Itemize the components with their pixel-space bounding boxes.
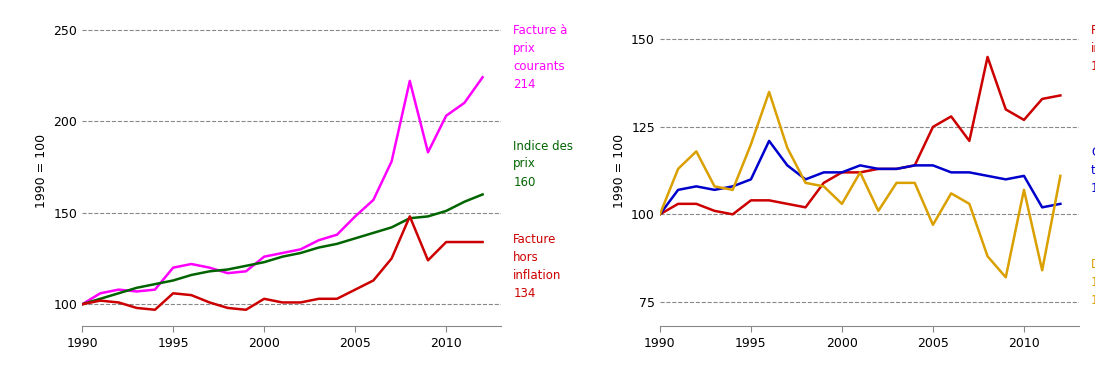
Text: Degrés-jours
15/15
111: Degrés-jours 15/15 111 [1091,258,1095,307]
Text: Facture
hors
inflation
134: Facture hors inflation 134 [514,233,562,300]
Text: Consommation
totale
103: Consommation totale 103 [1091,146,1095,195]
Text: Facture à
prix
courants
214: Facture à prix courants 214 [514,24,567,92]
Text: Indice des
prix
160: Indice des prix 160 [514,140,574,189]
Y-axis label: 1990 = 100: 1990 = 100 [612,134,625,208]
Y-axis label: 1990 = 100: 1990 = 100 [35,134,48,208]
Text: Facture hors
inflation
134: Facture hors inflation 134 [1091,24,1095,74]
